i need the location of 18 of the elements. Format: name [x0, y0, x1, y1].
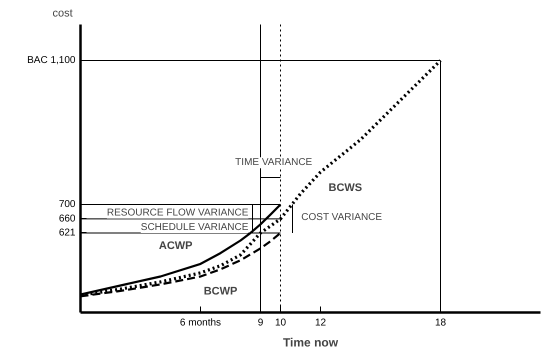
annotation: RESOURCE FLOW VARIANCE	[106, 208, 249, 219]
y-axis-title: cost	[52, 8, 73, 20]
x-tick-label: 9	[258, 318, 264, 328]
annotation: TIME VARIANCE	[235, 157, 313, 168]
annotation: COST VARIANCE	[301, 212, 382, 223]
series-label: BCWP	[204, 285, 238, 298]
series-label: ACWP	[158, 240, 192, 252]
y-tick-label: 660	[58, 213, 76, 224]
x-tick-label: 10	[274, 318, 286, 328]
x-tick-label: 18	[434, 318, 446, 328]
series-label: BCWS	[328, 182, 362, 194]
x-axis-title: Time now	[282, 336, 339, 350]
annotation: SCHEDULE VARIANCE	[140, 222, 249, 234]
y-tick-label: 700	[58, 199, 76, 210]
x-tick-label: 6 months	[180, 318, 222, 328]
y-tick-label: BAC 1,100	[27, 55, 76, 66]
x-tick-label: 12	[314, 318, 326, 328]
y-tick-label: 621	[58, 227, 76, 238]
